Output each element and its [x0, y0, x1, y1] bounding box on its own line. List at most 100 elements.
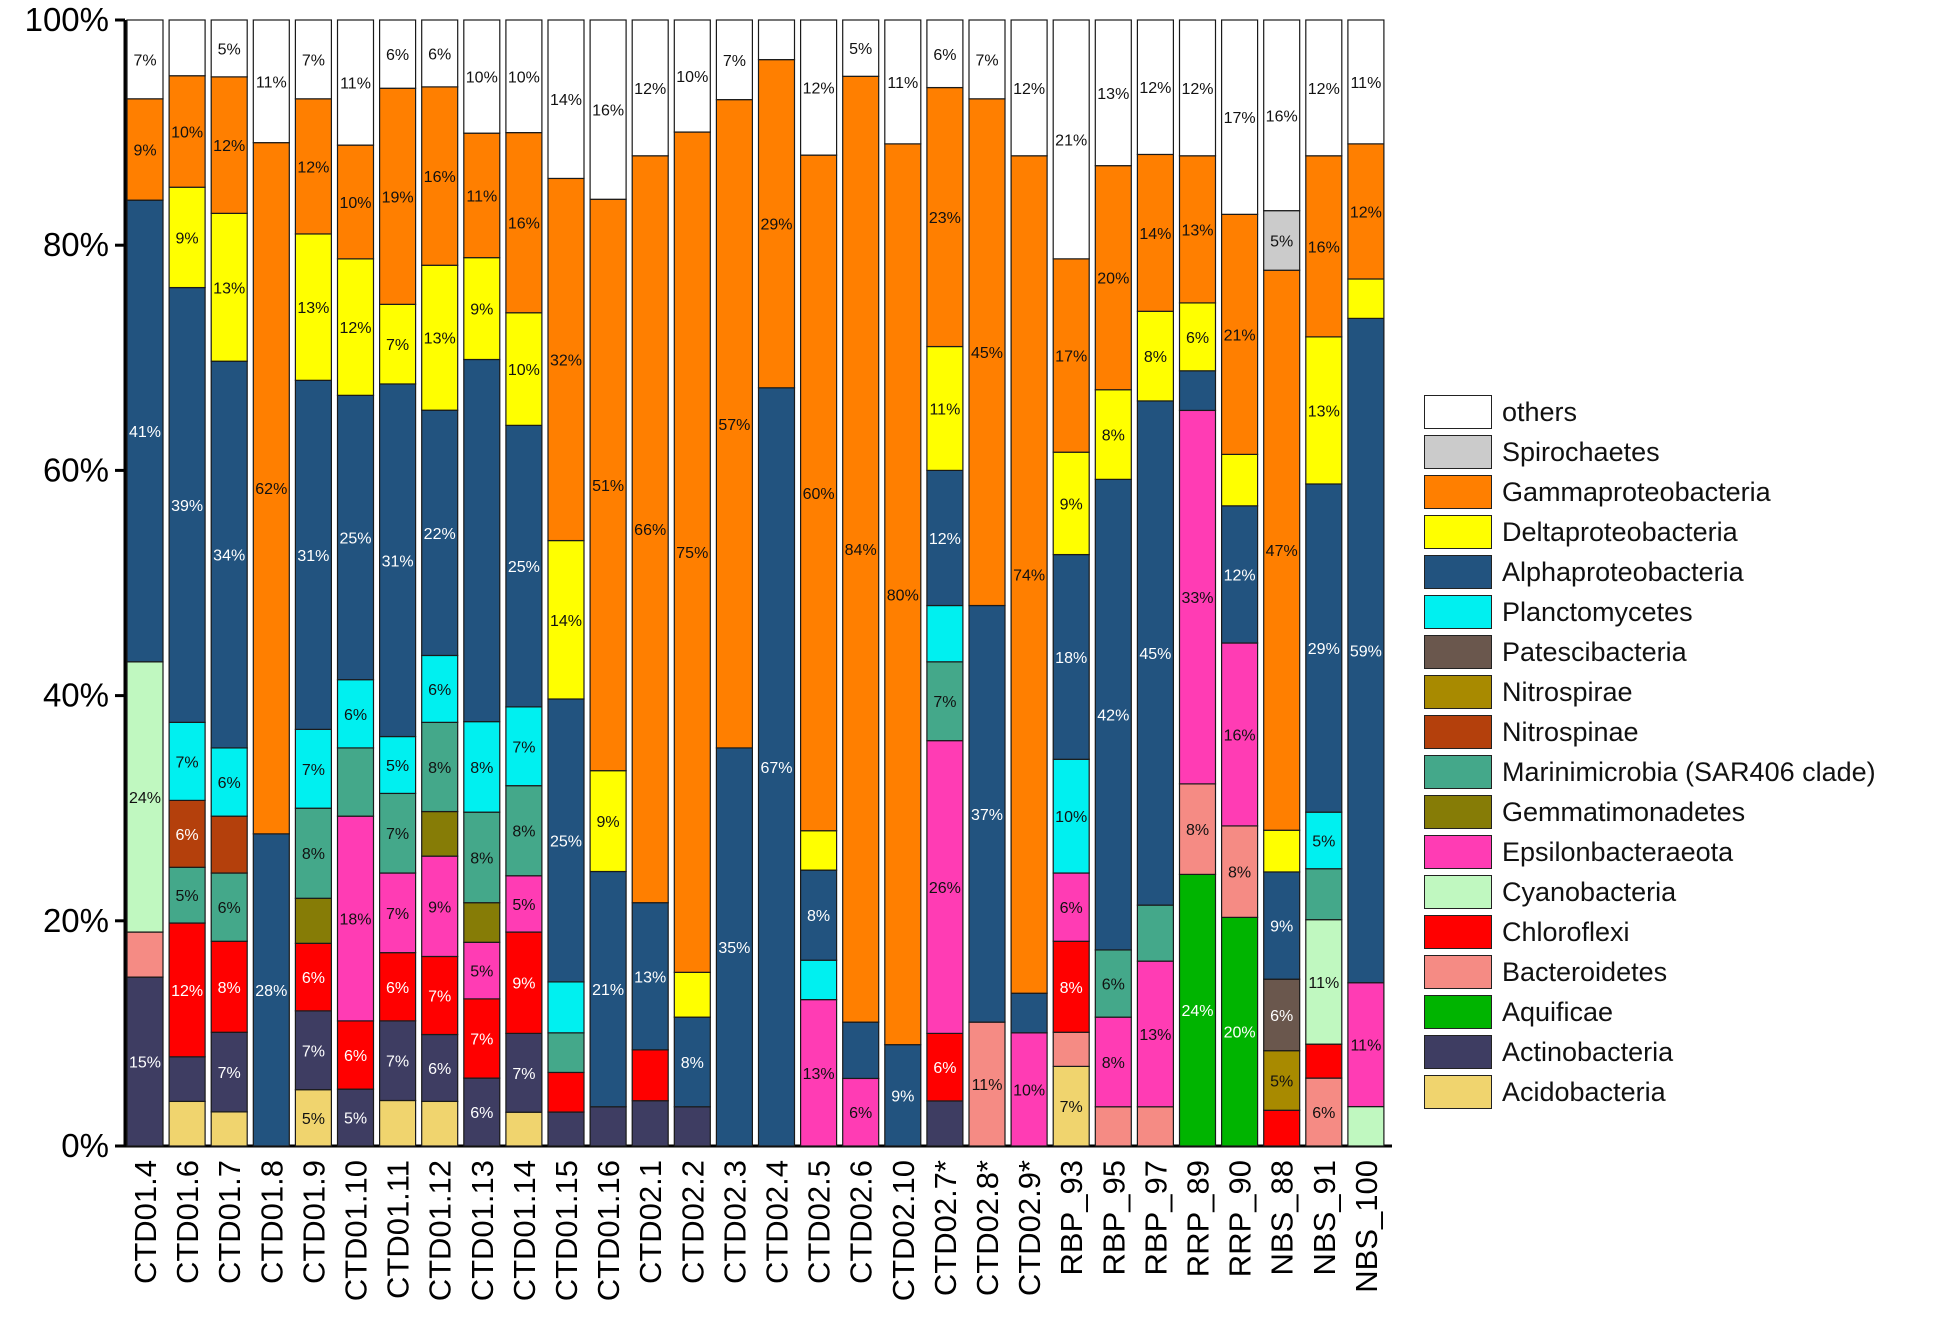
x-tick-label: RRP_90 — [1223, 1160, 1258, 1277]
bar-segment — [799, 999, 838, 1147]
data-label: 13% — [297, 300, 329, 317]
legend-swatch — [1424, 795, 1492, 829]
bar-segment — [421, 264, 459, 411]
y-tick-label: 20% — [43, 902, 109, 939]
data-label: 7% — [512, 739, 535, 756]
legend-swatch — [1424, 835, 1492, 869]
bar-segment — [336, 1020, 375, 1090]
x-tick-label: CTD01.12 — [423, 1160, 458, 1301]
legend-item: Marinimicrobia (SAR406 clade) — [1424, 752, 1876, 792]
data-label: 7% — [386, 826, 409, 843]
data-label: 12% — [1350, 204, 1382, 221]
data-label: 7% — [133, 52, 156, 69]
bar-segment — [842, 19, 880, 77]
bar-segment — [1305, 336, 1343, 485]
bar-segment — [1220, 213, 1259, 455]
bar-segment — [884, 19, 922, 145]
data-label: 6% — [344, 707, 367, 724]
bar-segment — [379, 303, 417, 385]
data-label: 6% — [470, 1105, 493, 1122]
legend-label: Planctomycetes — [1502, 596, 1693, 627]
bar-segment — [463, 132, 501, 259]
data-label: 9% — [176, 230, 199, 247]
data-label: 5% — [512, 897, 535, 914]
bar-segment — [1220, 19, 1259, 215]
data-label: 5% — [1270, 233, 1293, 250]
bar-segment — [1178, 783, 1217, 876]
bar-segment — [1052, 258, 1090, 453]
legend-label: Nitrospirae — [1502, 676, 1633, 707]
bar-segment — [210, 940, 248, 1033]
legend-swatch — [1424, 755, 1492, 789]
data-label: 19% — [382, 189, 414, 206]
bar-segment — [168, 799, 206, 868]
legend-item: Planctomycetes — [1424, 592, 1876, 632]
legend-item: Chloroflexi — [1424, 912, 1876, 952]
bar-segment — [126, 976, 164, 1147]
legend-item: Patescibacteria — [1424, 632, 1876, 672]
bar-segment — [589, 870, 627, 1108]
bar-segment — [631, 1049, 669, 1102]
legend-item: Alphaproteobacteria — [1424, 552, 1876, 592]
data-label: 42% — [1097, 708, 1129, 725]
x-tick-label: CTD01.7 — [212, 1160, 247, 1284]
data-label: 22% — [424, 526, 456, 543]
data-label: 9% — [428, 899, 451, 916]
data-label: 6% — [1186, 330, 1209, 347]
data-label: 6% — [218, 900, 241, 917]
bar-segment — [757, 387, 796, 1147]
bar-segment — [1178, 409, 1217, 785]
data-label: 12% — [339, 320, 371, 337]
bar-segment — [379, 952, 417, 1022]
legend-label: Spirochaetes — [1502, 436, 1660, 467]
bar-segment — [1094, 949, 1132, 1018]
bar-segment — [1347, 982, 1385, 1108]
bar-segment — [926, 19, 964, 89]
bar-segment — [1052, 451, 1090, 556]
bar-segment — [926, 1100, 964, 1147]
bar-segment — [252, 833, 290, 1147]
x-tick-label: CTD02.6 — [844, 1160, 879, 1284]
data-label: 17% — [1224, 110, 1256, 127]
data-label: 8% — [470, 760, 493, 777]
bar-segment — [842, 75, 880, 1023]
data-label: 32% — [550, 352, 582, 369]
bar-segment — [1010, 1032, 1048, 1147]
legend-swatch — [1424, 915, 1492, 949]
data-label: 14% — [550, 613, 582, 630]
bar-segment — [968, 604, 1006, 1023]
bar-segment — [505, 1111, 543, 1147]
bar-segment — [1220, 453, 1259, 507]
data-label: 9% — [597, 814, 620, 831]
data-label: 37% — [971, 807, 1003, 824]
x-tick-label: CTD02.8* — [970, 1160, 1005, 1296]
data-label: 16% — [1308, 239, 1340, 256]
legend-item: Nitrospirae — [1424, 672, 1876, 712]
data-label: 7% — [386, 906, 409, 923]
bar-segment — [505, 132, 543, 314]
legend-label: Cyanobacteria — [1502, 876, 1677, 907]
data-label: 8% — [807, 908, 830, 925]
data-label: 6% — [1312, 1105, 1335, 1122]
data-label: 12% — [1181, 81, 1213, 98]
bar-segment — [336, 258, 375, 396]
bar-segment — [1305, 868, 1343, 921]
bar-segment — [505, 706, 543, 787]
data-label: 13% — [803, 1066, 835, 1083]
x-tick-label: RBP_93 — [1054, 1160, 1089, 1275]
bar-segment — [1305, 919, 1343, 1045]
data-label: 59% — [1350, 644, 1382, 661]
data-label: 14% — [550, 92, 582, 109]
data-label: 51% — [592, 478, 624, 495]
bar-segment — [379, 735, 417, 795]
bar-segment — [1263, 19, 1301, 212]
legend-item: others — [1424, 392, 1876, 432]
data-label: 62% — [255, 481, 287, 498]
legend-label: Chloroflexi — [1502, 916, 1630, 947]
data-label: 41% — [129, 424, 161, 441]
data-label: 6% — [1102, 977, 1125, 994]
bar-segment — [1094, 389, 1132, 480]
data-label: 5% — [302, 1111, 325, 1128]
data-label: 10% — [508, 362, 540, 379]
data-label: 12% — [803, 81, 835, 98]
